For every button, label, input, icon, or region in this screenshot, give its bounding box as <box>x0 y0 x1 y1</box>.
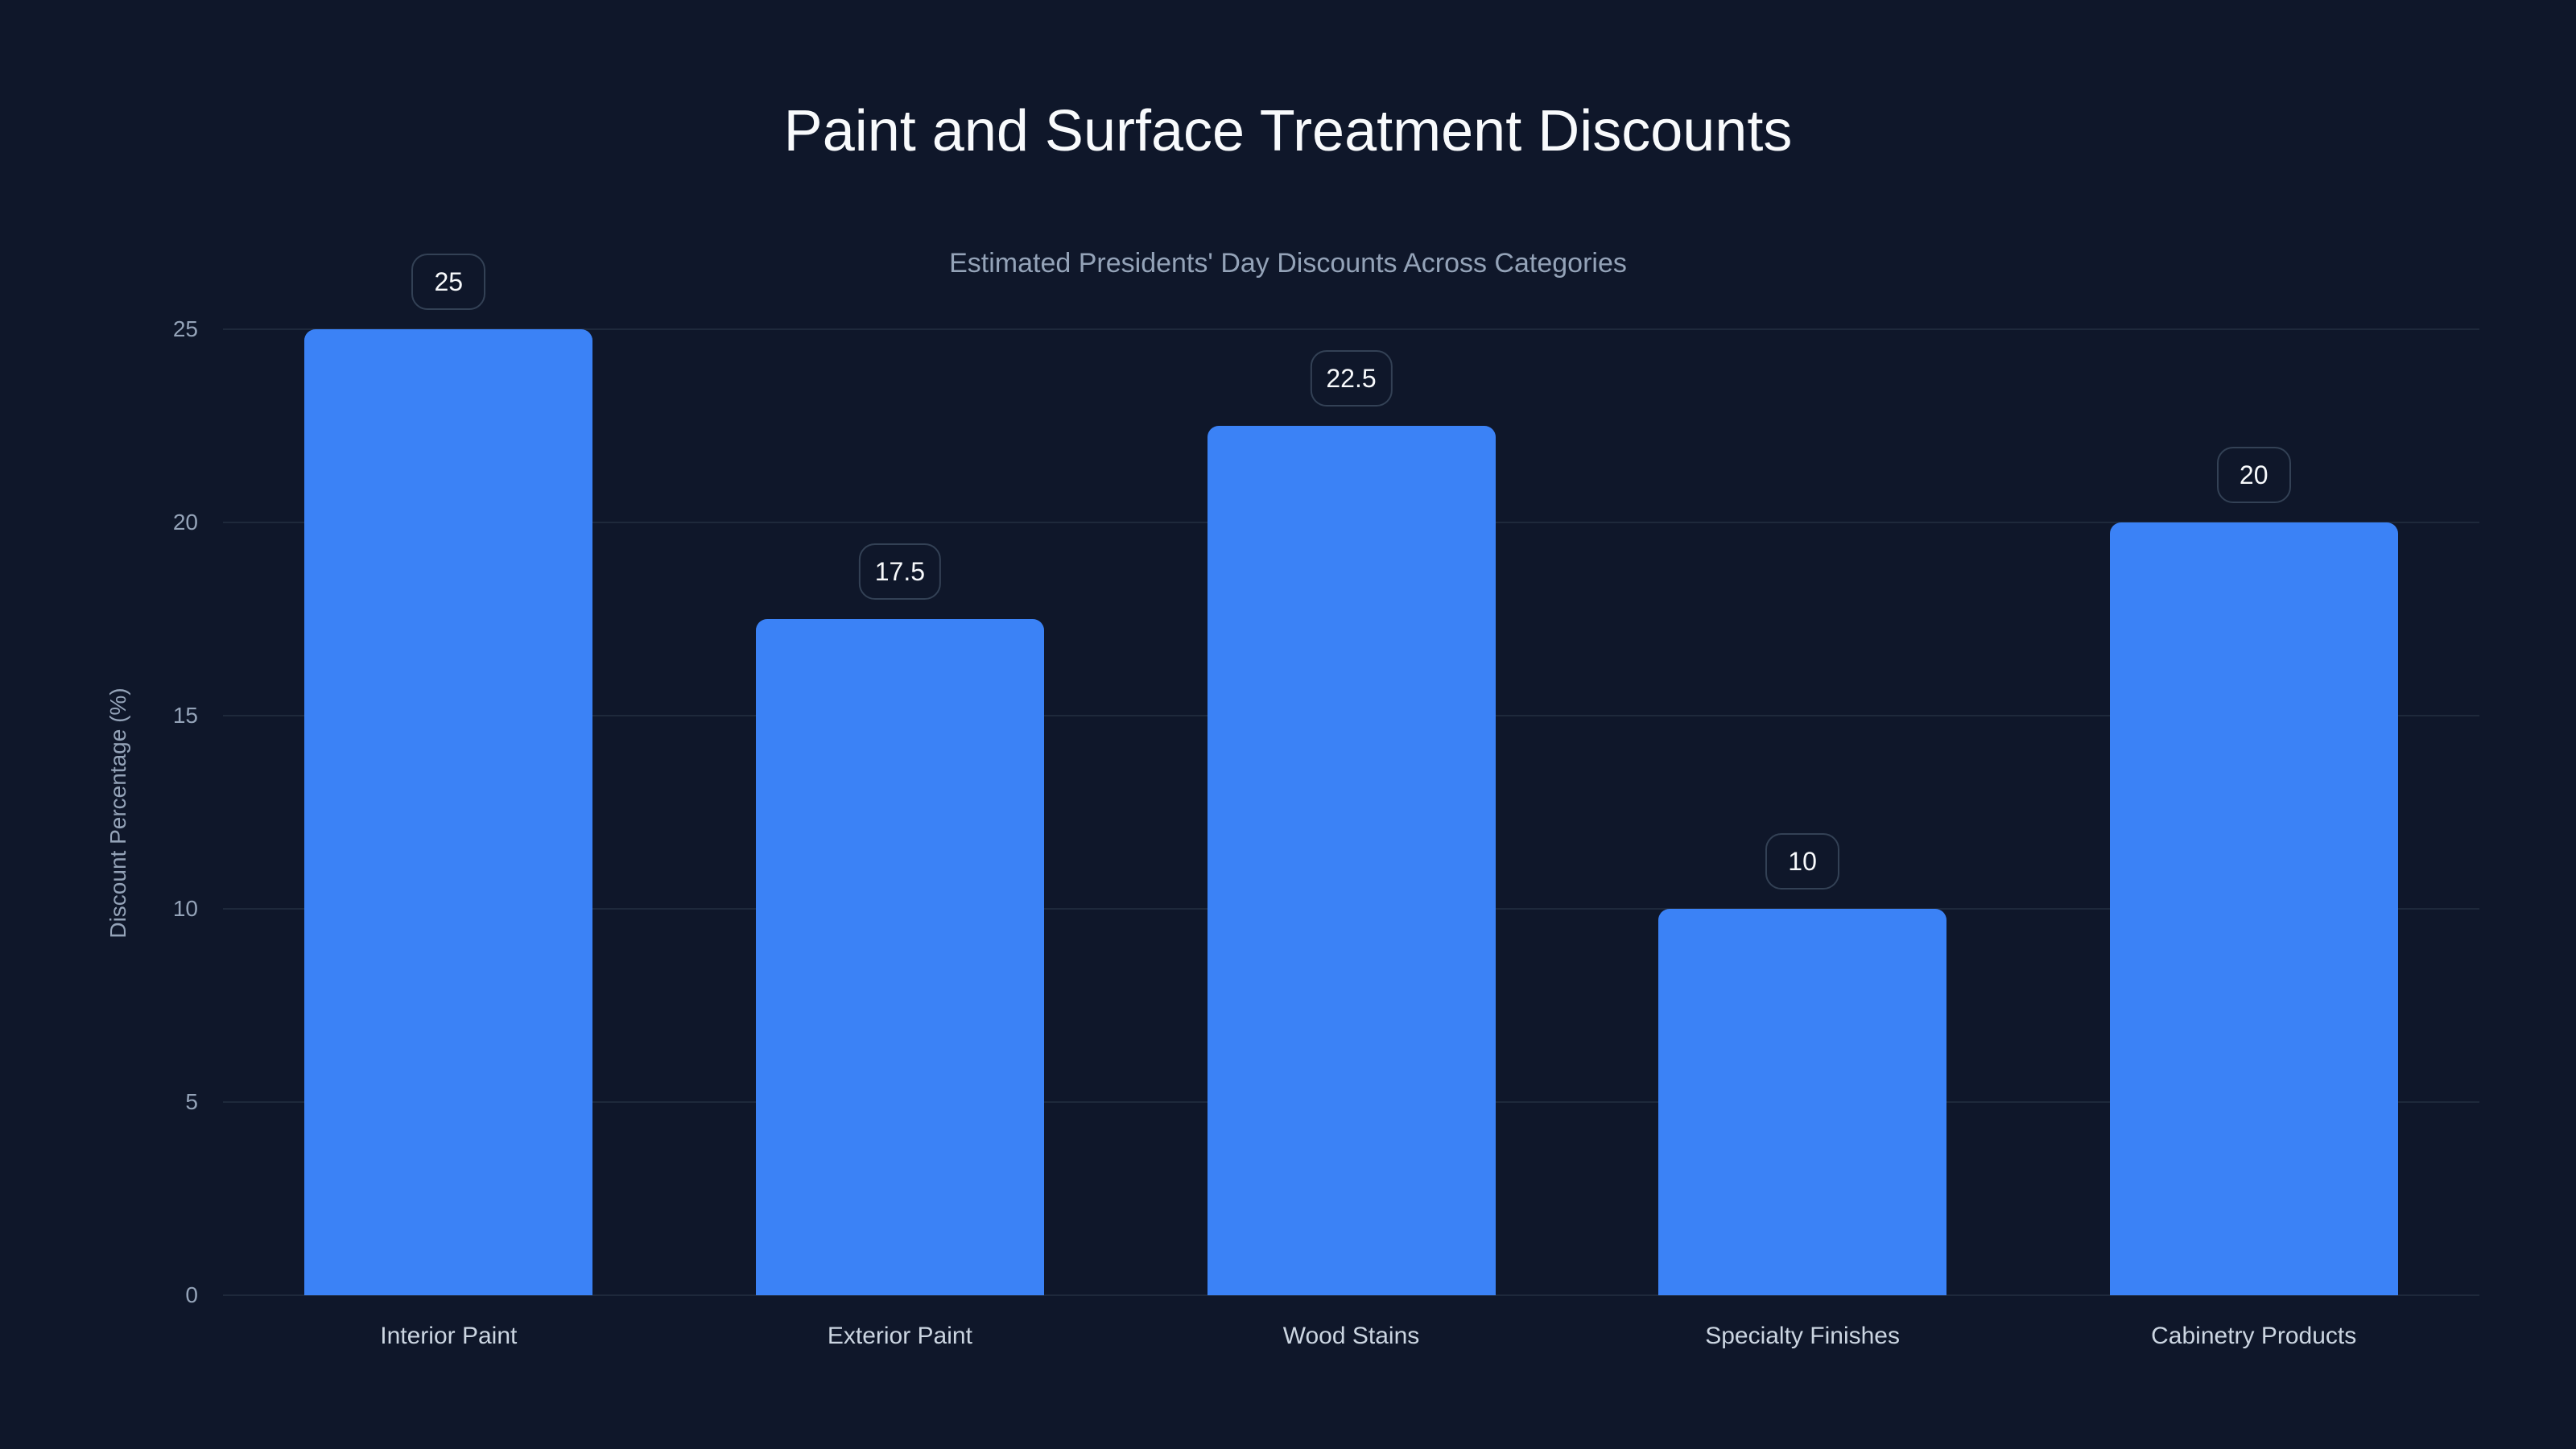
x-tick-label: Exterior Paint <box>827 1323 972 1349</box>
gridline <box>223 328 2479 330</box>
data-label: 17.5 <box>858 543 942 600</box>
x-tick-label: Interior Paint <box>380 1323 518 1349</box>
bar-exterior-paint[interactable] <box>755 619 1044 1295</box>
gridline <box>223 1294 2479 1296</box>
y-axis-label: Discount Percentage (%) <box>105 687 130 939</box>
chart-subtitle: Estimated Presidents' Day Discounts Acro… <box>949 248 1627 279</box>
x-tick-label: Cabinetry Products <box>2151 1323 2357 1349</box>
y-tick-label: 10 <box>172 896 198 921</box>
x-tick-label: Wood Stains <box>1282 1323 1420 1349</box>
x-tick-label: Specialty Finishes <box>1705 1323 1900 1349</box>
bar-wood-stains[interactable] <box>1207 426 1496 1295</box>
y-tick-label: 25 <box>172 316 198 341</box>
y-tick-label: 15 <box>172 703 198 728</box>
data-label: 25 <box>411 254 486 310</box>
data-label: 20 <box>2216 447 2291 503</box>
y-tick-label: 20 <box>172 510 198 535</box>
y-tick-label: 0 <box>185 1282 198 1307</box>
bar-interior-paint[interactable] <box>304 329 593 1295</box>
plot-area: 25 17.5 22.5 10 20 <box>223 254 2479 1296</box>
chart-title: Paint and Surface Treatment Discounts <box>783 99 1793 163</box>
data-label: 10 <box>1765 833 1840 890</box>
bar-specialty-finishes[interactable] <box>1658 909 1947 1295</box>
y-tick-label: 5 <box>185 1089 198 1114</box>
data-label: 22.5 <box>1310 350 1393 407</box>
bar-cabinetry-products[interactable] <box>2109 522 2398 1295</box>
